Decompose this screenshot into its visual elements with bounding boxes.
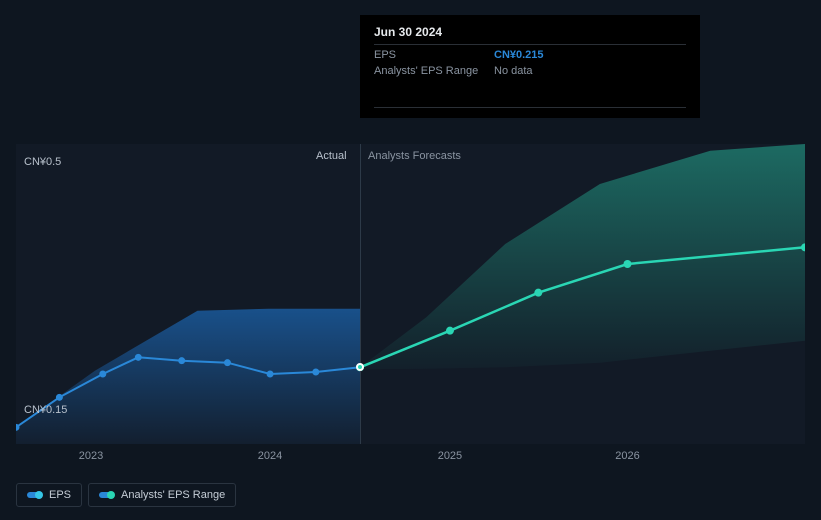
tooltip-row-value: No data xyxy=(494,65,533,77)
legend-item-eps-range[interactable]: Analysts' EPS Range xyxy=(88,483,236,507)
chart-svg xyxy=(16,144,805,444)
chart-tooltip: Jun 30 2024 EPS CN¥0.215 Analysts' EPS R… xyxy=(360,15,700,118)
x-axis-label: 2025 xyxy=(438,450,462,462)
tooltip-row-label: Analysts' EPS Range xyxy=(374,65,494,77)
highlight-marker xyxy=(356,363,364,371)
legend-item-eps[interactable]: EPS xyxy=(16,483,82,507)
tooltip-row-label: EPS xyxy=(374,49,494,61)
x-axis-label: 2024 xyxy=(258,450,282,462)
tooltip-row-value: CN¥0.215 xyxy=(494,49,544,61)
x-axis-label: 2026 xyxy=(615,450,639,462)
legend-label: Analysts' EPS Range xyxy=(121,489,225,501)
y-axis-label: CN¥0.15 xyxy=(24,404,67,416)
legend-swatch-icon xyxy=(99,492,113,498)
highlight-vline xyxy=(360,144,361,444)
tooltip-date: Jun 30 2024 xyxy=(374,25,686,39)
x-axis-label: 2023 xyxy=(79,450,103,462)
legend-swatch-icon xyxy=(27,492,41,498)
eps-chart[interactable]: Actual Analysts Forecasts xyxy=(16,144,805,444)
legend-label: EPS xyxy=(49,489,71,501)
y-axis-label: CN¥0.5 xyxy=(24,156,61,168)
chart-legend: EPS Analysts' EPS Range xyxy=(16,483,236,507)
